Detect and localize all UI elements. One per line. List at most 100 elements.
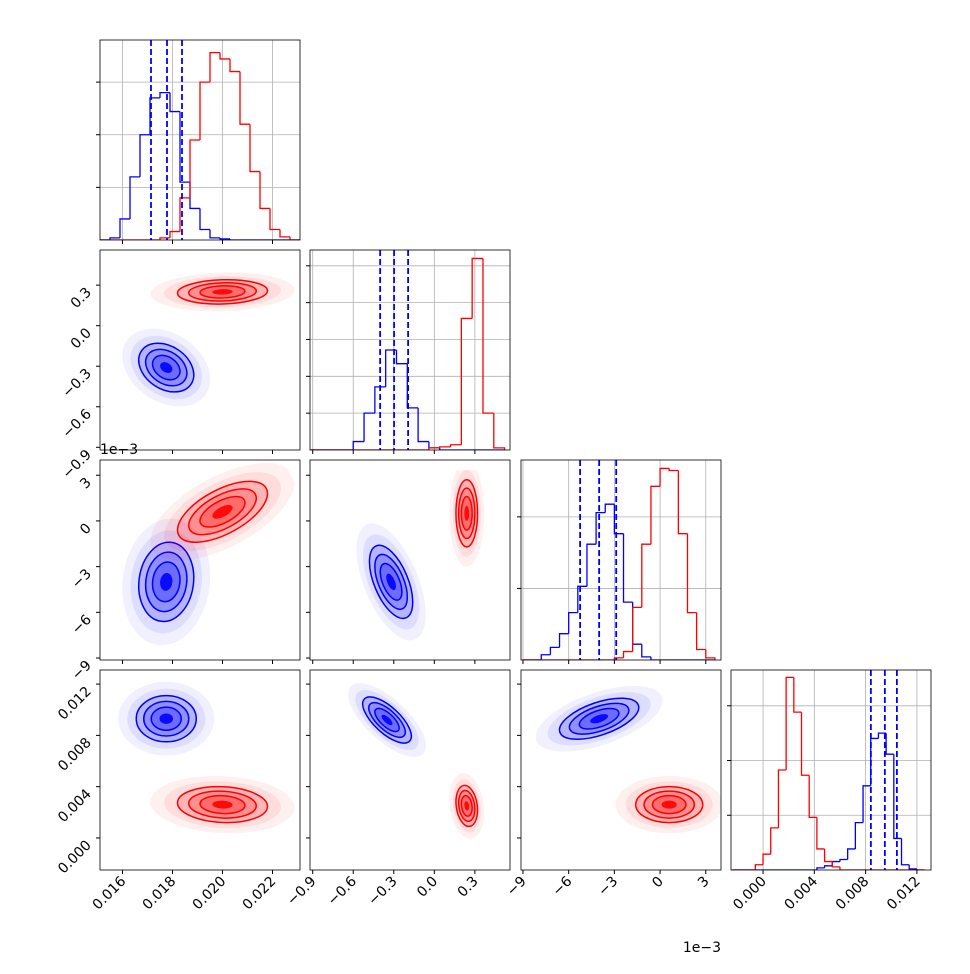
histogram-step: [352, 440, 365, 450]
histogram-step: [540, 654, 551, 660]
histogram-step: [482, 258, 494, 414]
histogram-step: [119, 218, 130, 238]
y-tick-label: 0.008: [55, 735, 95, 775]
y-tick-label: 0.3: [68, 285, 95, 312]
y-tick-label: −0.9: [59, 447, 94, 482]
histogram-step: [893, 754, 902, 840]
histogram-step: [862, 785, 871, 823]
density-contour: [464, 801, 470, 811]
x-tick-label: 0.018: [140, 874, 180, 914]
histogram-step: [586, 543, 597, 587]
histogram-step: [754, 864, 764, 870]
panel-frame: [99, 459, 301, 661]
histogram-step: [363, 412, 375, 442]
density-contour: [464, 505, 470, 521]
panel-frame: [309, 459, 511, 661]
histogram-step: [577, 585, 587, 613]
y-tick-label: 3: [77, 475, 95, 493]
histogram-step: [109, 237, 120, 240]
histogram-step: [839, 858, 848, 862]
histogram-step: [179, 197, 190, 232]
x-tick-label: −3: [595, 874, 621, 900]
x-tick-label: 0: [649, 874, 667, 892]
histogram-step: [604, 503, 615, 513]
histogram-step: [229, 238, 240, 240]
histogram-step: [169, 92, 180, 113]
density-contour: [212, 289, 233, 295]
x-tick-label: 0.022: [240, 874, 280, 914]
histogram-step: [916, 868, 925, 870]
panel-frame: [520, 459, 722, 661]
histogram-step: [219, 237, 230, 240]
histogram-step: [129, 176, 140, 219]
x-tick-label: 3: [695, 874, 713, 892]
panel-frame: [309, 249, 511, 451]
histogram-step: [877, 732, 887, 739]
density-contour: [212, 800, 233, 809]
x-tick-label: 0.020: [190, 874, 230, 914]
y-tick-label: 0.012: [55, 684, 95, 724]
y-tick-label: −3: [69, 566, 95, 592]
panel-frame: [99, 669, 301, 871]
x-tick-label: 0.3: [455, 874, 482, 901]
histogram-step: [762, 853, 771, 865]
x-tick-label: 0.008: [833, 874, 873, 914]
histogram-step: [439, 446, 451, 448]
histogram-step: [449, 444, 462, 447]
histogram-step: [209, 51, 220, 83]
y-tick-label: −6: [69, 612, 95, 638]
histogram-step: [568, 611, 578, 634]
x-tick-label: 0.0: [414, 874, 441, 901]
panel-background: [521, 460, 721, 660]
histogram-step: [847, 848, 856, 860]
histogram-step: [770, 827, 779, 855]
x-tick-label: 0.012: [884, 874, 924, 914]
histogram-step: [800, 712, 810, 776]
histogram-step: [777, 769, 787, 828]
histogram-step: [269, 208, 280, 231]
histogram-step: [785, 676, 794, 770]
histogram-step: [668, 468, 679, 472]
histogram-step: [428, 447, 440, 450]
density-contour: [159, 713, 173, 724]
histogram-step: [613, 504, 624, 535]
histogram-step: [816, 867, 825, 870]
histogram-step: [659, 467, 670, 487]
histogram-step: [289, 236, 300, 240]
histogram-step: [259, 171, 270, 210]
x-tick-label: 0.000: [730, 874, 770, 914]
y-tick-label: 0.000: [55, 837, 95, 877]
histogram-step: [169, 230, 180, 238]
x-tick-label: 0.016: [90, 873, 130, 913]
x-tick-label: −6: [550, 873, 576, 899]
y-tick-label: −9: [69, 658, 95, 684]
panel-frame: [520, 669, 722, 871]
histogram-step: [179, 111, 190, 183]
histogram-step: [279, 229, 290, 238]
density-contour: [661, 800, 677, 809]
histogram-step: [199, 208, 210, 231]
y-tick-label: −0.3: [59, 366, 94, 401]
y-tick-label: 0.0: [68, 325, 95, 352]
histogram-step: [385, 349, 397, 387]
histogram-step: [641, 543, 651, 608]
panel-background: [310, 250, 510, 450]
histogram-step: [460, 317, 473, 445]
y-tick-label: 0: [77, 520, 95, 538]
histogram-step: [239, 71, 250, 125]
histogram-step: [908, 864, 917, 870]
histogram-step: [417, 407, 429, 443]
histogram-step: [854, 821, 864, 849]
histogram-step: [808, 775, 817, 819]
histogram-step: [793, 677, 802, 713]
panel-frame: [730, 669, 932, 871]
density-contour: [160, 362, 173, 374]
x-tick-label: −0.3: [365, 874, 400, 909]
histogram-step: [641, 644, 651, 658]
histogram-step: [695, 612, 706, 651]
density-contour: [160, 572, 173, 591]
histogram-step: [395, 350, 408, 365]
density-contour: [212, 504, 233, 519]
